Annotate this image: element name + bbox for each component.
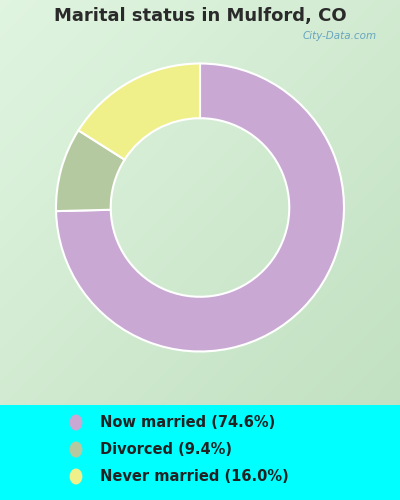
Wedge shape — [56, 130, 125, 211]
Text: Never married (16.0%): Never married (16.0%) — [100, 469, 289, 484]
Text: Divorced (9.4%): Divorced (9.4%) — [100, 442, 232, 457]
Text: Marital status in Mulford, CO: Marital status in Mulford, CO — [54, 8, 346, 26]
Text: Now married (74.6%): Now married (74.6%) — [100, 415, 275, 430]
Wedge shape — [78, 64, 200, 160]
Text: City-Data.com: City-Data.com — [302, 31, 376, 41]
Wedge shape — [56, 64, 344, 352]
